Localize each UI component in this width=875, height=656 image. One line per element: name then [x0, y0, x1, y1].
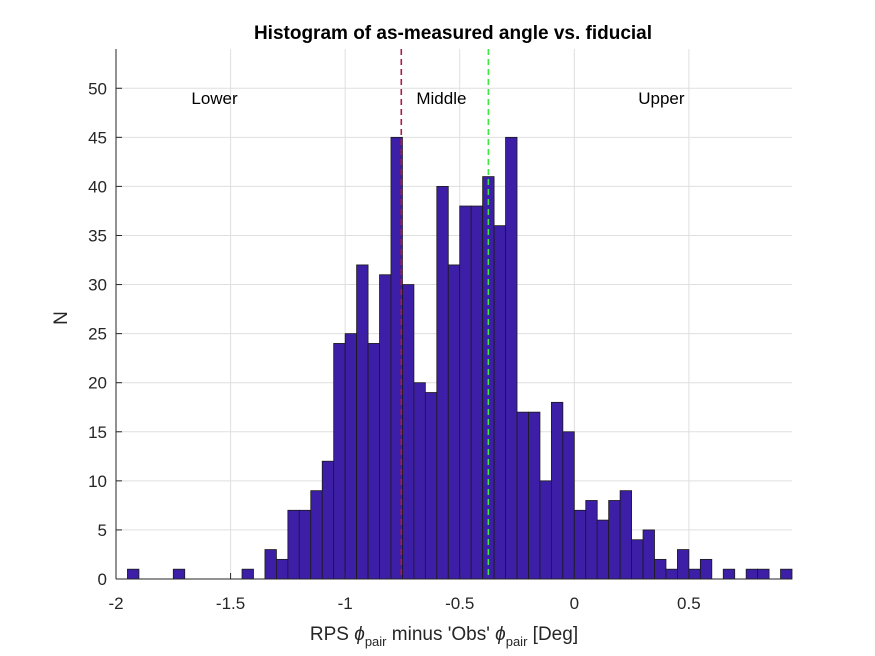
- histogram-bar: [367, 343, 380, 580]
- region-annotation: Upper: [638, 89, 685, 108]
- histogram-bar: [436, 186, 449, 580]
- tick-labels: -2 -1.5 -1 -0.5 0 0.5 0 5 10 15 20 25 30 35 40 45 50: [88, 79, 701, 613]
- histogram-bar: [356, 264, 369, 580]
- histogram-bar: [264, 549, 277, 580]
- chart-title: Histogram of as-measured angle vs. fiduc…: [254, 23, 652, 44]
- histogram-bar: [241, 568, 254, 580]
- histogram-bar: [780, 568, 793, 580]
- histogram-bar: [562, 431, 575, 580]
- y-tick-label: 20: [88, 374, 107, 393]
- y-axis-label: N: [51, 311, 72, 325]
- y-tick-label: 45: [88, 128, 107, 147]
- histogram-bar: [619, 490, 632, 580]
- histogram-bar: [745, 568, 759, 580]
- x-axis-label: RPS ϕpair minus 'Obs' ϕpair [Deg]: [310, 624, 578, 649]
- histogram-bar: [298, 509, 312, 580]
- histogram-bar: [699, 558, 713, 580]
- y-tick-label: 15: [88, 423, 107, 442]
- histogram-bar: [528, 411, 541, 580]
- histogram-bar: [608, 500, 621, 580]
- y-tick-label: 35: [88, 226, 107, 245]
- histogram-bar: [631, 539, 644, 580]
- histogram-bar: [505, 136, 518, 580]
- histogram-bar: [470, 205, 484, 580]
- histogram-bar: [642, 529, 655, 580]
- x-tick-label: -1: [338, 594, 353, 613]
- histogram-bar: [539, 480, 552, 580]
- reference-lines: [400, 49, 490, 579]
- histogram-bar: [585, 500, 598, 580]
- histogram-bar: [127, 568, 140, 580]
- histogram-bar: [596, 519, 610, 580]
- histogram-bar: [287, 509, 300, 580]
- histogram-bar: [172, 568, 186, 580]
- histogram-bar: [550, 401, 564, 580]
- histogram-bar: [276, 558, 289, 580]
- y-tick-label: 5: [98, 521, 107, 540]
- histogram-bar: [516, 411, 529, 580]
- y-tick-label: 50: [88, 79, 107, 98]
- histogram-bar: [722, 568, 736, 580]
- histogram-bar: [482, 176, 495, 580]
- x-tick-label: -1.5: [216, 594, 245, 613]
- region-annotation: Middle: [416, 89, 466, 108]
- histogram-bar: [424, 392, 438, 580]
- y-tick-label: 40: [88, 177, 107, 196]
- y-tick-label: 30: [88, 276, 107, 295]
- y-tick-label: 0: [98, 570, 107, 589]
- y-tick-label: 25: [88, 325, 107, 344]
- histogram-bar: [447, 264, 461, 580]
- histogram-bar: [333, 343, 346, 580]
- histogram-bar: [665, 568, 678, 580]
- histogram-bars: [127, 136, 793, 580]
- axes: [115, 49, 792, 580]
- histogram-bar: [310, 490, 323, 580]
- x-tick-label: 0.5: [677, 594, 701, 613]
- x-tick-label: 0: [570, 594, 579, 613]
- histogram-bar: [654, 558, 667, 580]
- histogram-bar: [402, 284, 415, 580]
- histogram-bar: [677, 549, 690, 580]
- histogram-bar: [413, 382, 426, 580]
- x-tick-label: -0.5: [445, 594, 474, 613]
- region-annotations: Lower Middle Upper: [191, 89, 684, 108]
- histogram-bar: [344, 333, 358, 580]
- histogram-bar: [459, 205, 472, 580]
- x-tick-label: -2: [108, 594, 123, 613]
- histogram-bar: [757, 568, 770, 580]
- region-annotation: Lower: [191, 89, 238, 108]
- histogram-bar: [321, 460, 335, 580]
- histogram-bar: [688, 568, 701, 580]
- histogram-bar: [493, 225, 506, 580]
- histogram-bar: [573, 509, 587, 580]
- y-tick-label: 10: [88, 472, 107, 491]
- histogram-bar: [379, 274, 392, 580]
